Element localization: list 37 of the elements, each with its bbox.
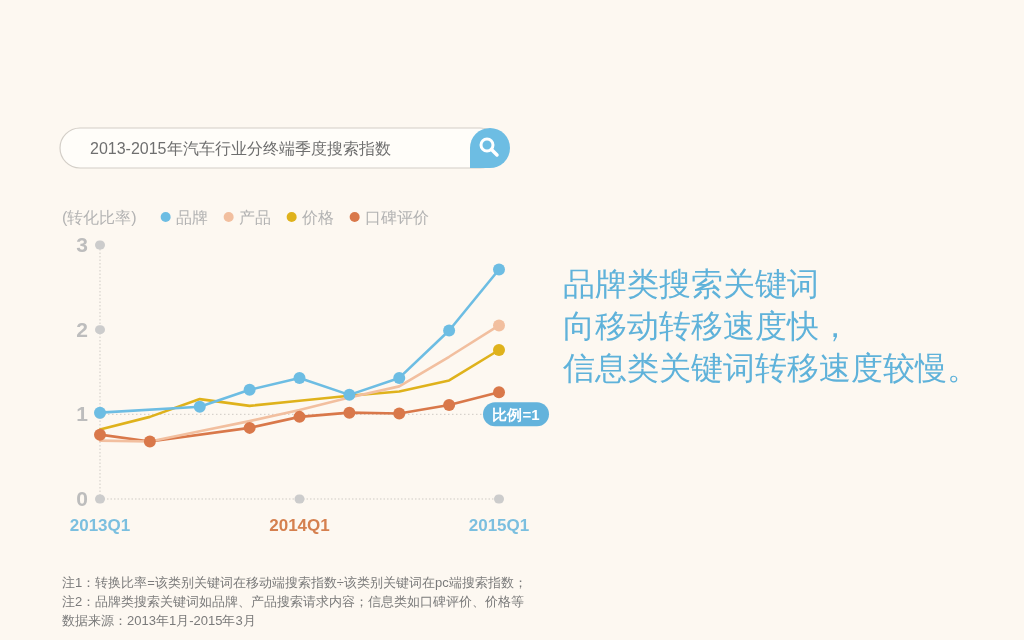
- point: [493, 263, 505, 276]
- ref-line-label: 比例=1: [492, 405, 540, 423]
- legend-label: 价格: [300, 209, 334, 226]
- x-tick-label: 2015Q1: [468, 516, 530, 535]
- y-tick-label: 1: [76, 402, 89, 426]
- y-tick-label: 0: [76, 487, 88, 510]
- point: [343, 388, 356, 401]
- legend-label: 产品: [238, 209, 271, 226]
- legend-label: 口碑评价: [364, 209, 429, 226]
- x-tick-label: 2013Q1: [69, 516, 131, 535]
- text: 向移动转移速度快，: [563, 308, 851, 344]
- text: 注2：品牌类搜索关键词如品牌、产品搜索请求内容；信息类如口碑评价、价格等: [62, 594, 525, 609]
- y-axis-title: (转化比率): [62, 209, 137, 226]
- point: [193, 400, 206, 413]
- point: [143, 435, 156, 448]
- point: [343, 406, 356, 419]
- point: [243, 383, 256, 396]
- text: 信息类关键词转移速度较慢。: [563, 350, 979, 386]
- point: [243, 421, 256, 434]
- chart-title: 2013-2015年汽车行业分终端季度搜索指数: [90, 140, 391, 157]
- point: [493, 319, 505, 332]
- text: 品牌类搜索关键词: [563, 266, 819, 302]
- text: 注1：转换比率=该类别关键词在移动端搜索指数÷该类别关键词在pc端搜索指数；: [62, 575, 527, 590]
- y-tick-label: 3: [76, 233, 88, 256]
- point: [293, 371, 306, 384]
- x-tick-label: 2014Q1: [269, 516, 330, 535]
- point: [443, 324, 456, 337]
- point: [94, 428, 106, 441]
- source-note: 数据来源：2013年1月-2015年3月: [62, 613, 256, 628]
- point: [493, 386, 505, 399]
- legend-label: 品牌: [175, 209, 208, 226]
- point: [393, 407, 406, 420]
- point: [493, 343, 505, 356]
- y-tick-label: 2: [76, 317, 88, 341]
- point: [293, 410, 306, 423]
- point: [393, 371, 406, 384]
- point: [443, 399, 456, 412]
